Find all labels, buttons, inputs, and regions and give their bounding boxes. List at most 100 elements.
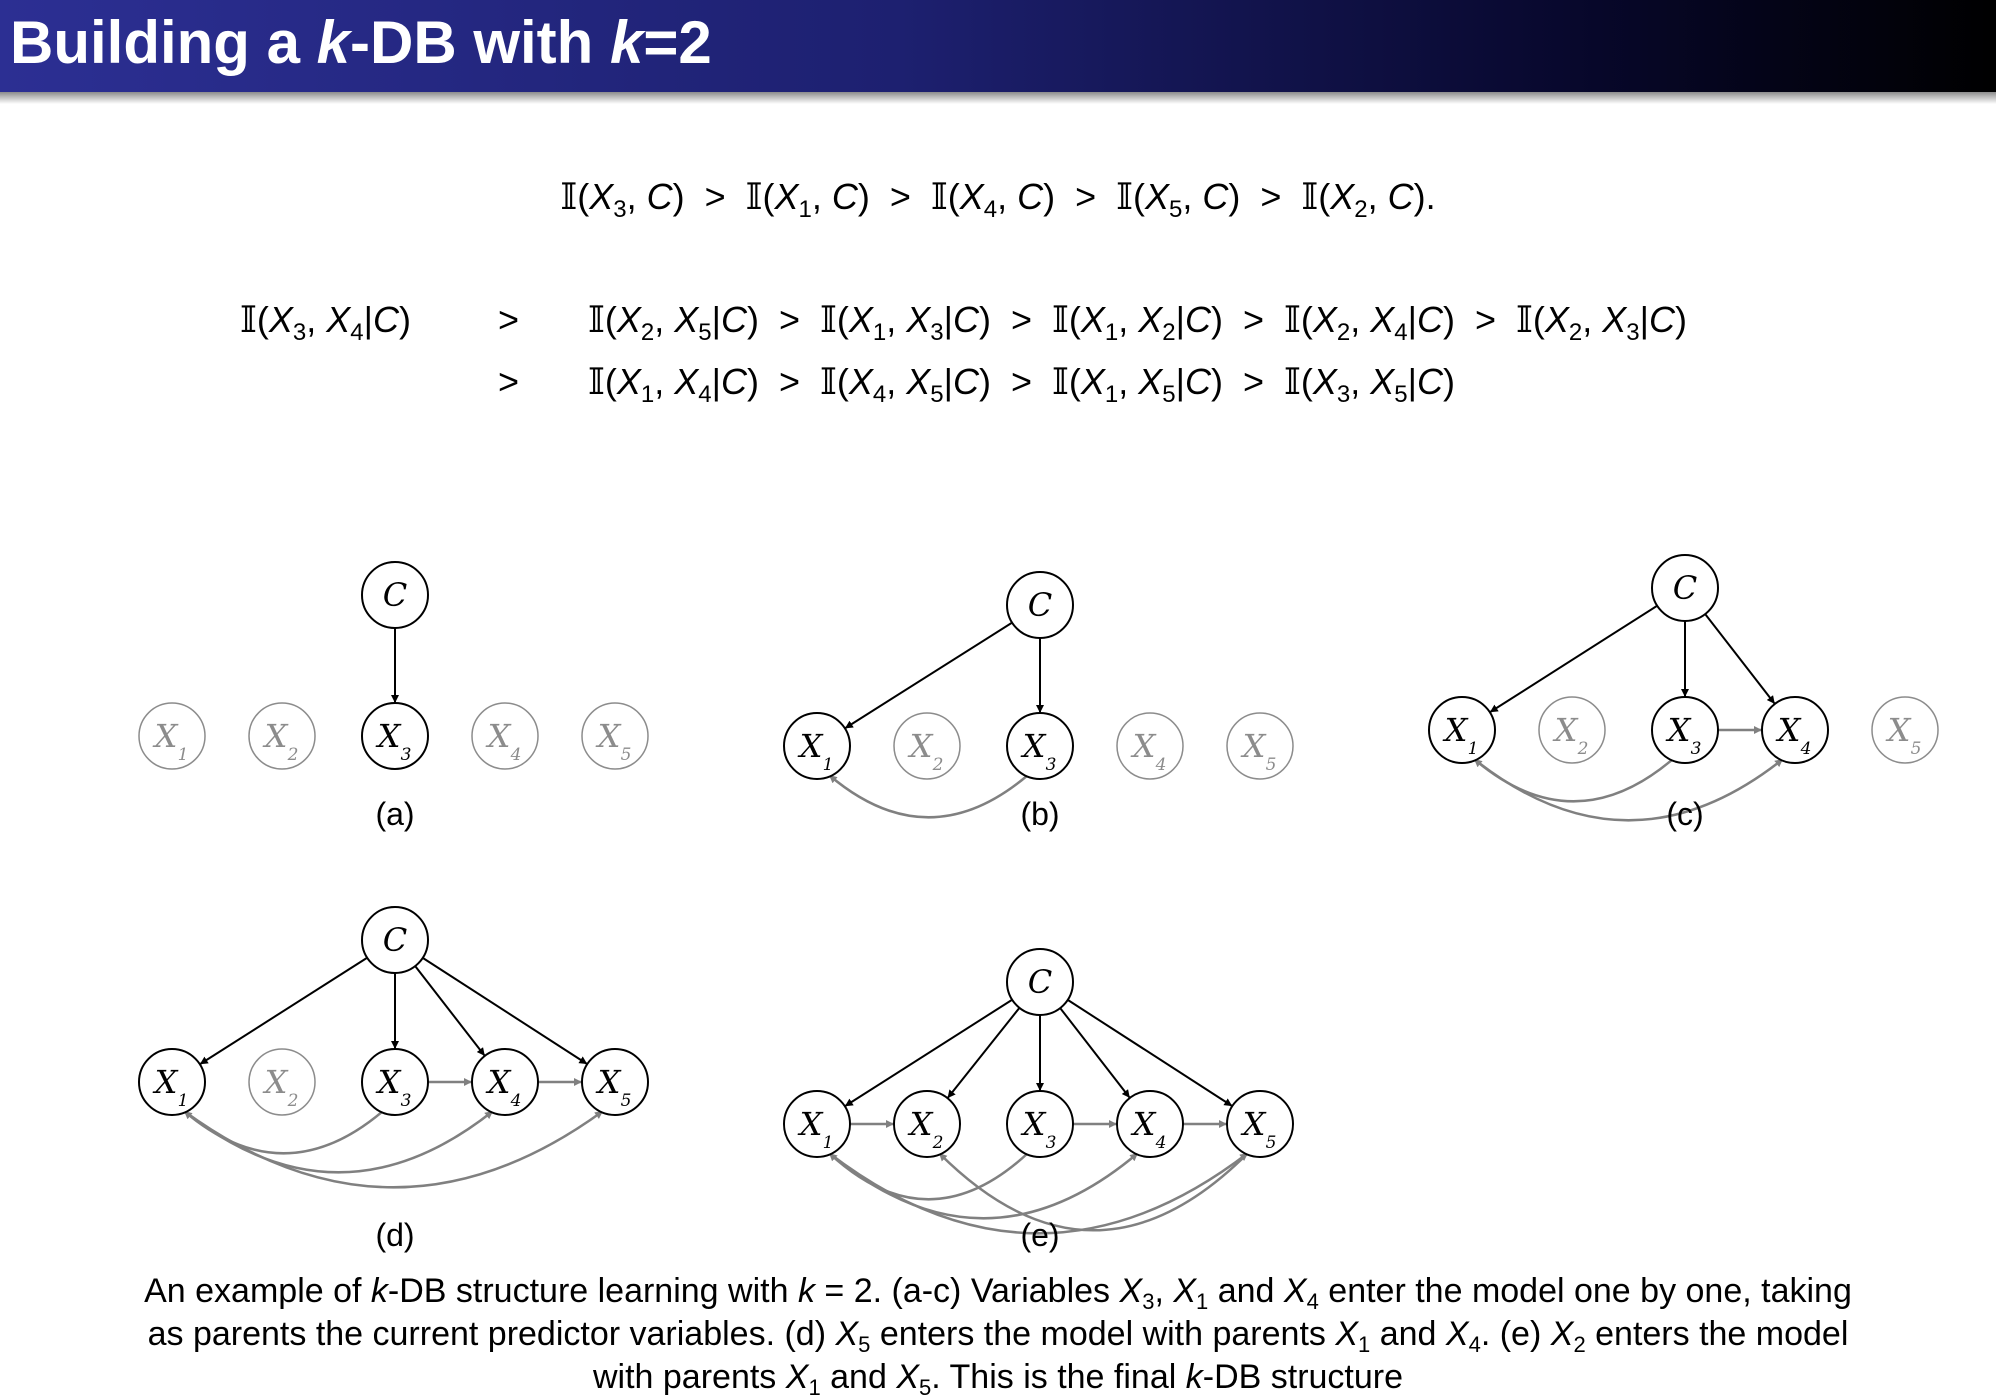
svg-text:X: X — [595, 1063, 622, 1101]
svg-text:4: 4 — [1800, 739, 1812, 759]
svg-text:X: X — [485, 717, 512, 755]
svg-text:C: C — [383, 921, 407, 959]
svg-text:4: 4 — [510, 745, 522, 765]
cmi-row2-rhs: 𝕀(X1, X4|C) > 𝕀(X4, X5|C) > 𝕀(X1, X5|C) … — [588, 361, 1455, 408]
svg-text:X: X — [1665, 711, 1692, 749]
panel-d: CX 1 X 2 X 3 X 4 X 5(d) — [138, 906, 649, 1253]
panel-label: (c) — [1666, 796, 1703, 832]
svg-text:X: X — [1240, 1105, 1267, 1143]
svg-text:4: 4 — [1155, 755, 1167, 775]
slide-title: Building a k-DB with k=2 — [10, 9, 712, 76]
svg-text:2: 2 — [932, 755, 944, 775]
svg-text:X: X — [595, 717, 622, 755]
svg-text:C: C — [1028, 963, 1052, 1001]
svg-text:X: X — [375, 717, 402, 755]
panel-c: CX 1 X 2 X 3 X 4 X 5(c) — [1428, 554, 1939, 832]
svg-text:X: X — [1020, 727, 1047, 765]
edge-x5-x2 — [938, 1152, 1249, 1232]
edge-c-x5 — [422, 957, 588, 1065]
panel-label: (a) — [375, 796, 414, 832]
svg-text:2: 2 — [932, 1133, 944, 1153]
svg-text:X: X — [907, 727, 934, 765]
svg-text:C: C — [1028, 586, 1052, 624]
svg-text:X: X — [262, 1063, 289, 1101]
cmi-row1-operator: > — [498, 299, 520, 340]
svg-text:5: 5 — [621, 745, 632, 765]
svg-text:2: 2 — [287, 1091, 299, 1111]
svg-text:5: 5 — [1266, 755, 1277, 775]
svg-text:X: X — [485, 1063, 512, 1101]
panel-label: (b) — [1020, 796, 1059, 832]
title-bar — [0, 0, 1996, 92]
mutual-information-ranking: 𝕀(X3, C) > 𝕀(X1, C) > 𝕀(X4, C) > 𝕀(X5, C… — [560, 176, 1436, 223]
svg-text:1: 1 — [1468, 739, 1479, 759]
panel-label: (e) — [1020, 1217, 1059, 1253]
svg-text:X: X — [797, 1105, 824, 1143]
caption-line-2: as parents the current predictor variabl… — [147, 1315, 1849, 1357]
svg-text:2: 2 — [1577, 739, 1589, 759]
svg-text:5: 5 — [621, 1091, 632, 1111]
panel-label: (d) — [375, 1217, 414, 1253]
edge-x3-x1 — [828, 774, 1029, 819]
edge-c-x2 — [946, 1007, 1021, 1099]
svg-text:X: X — [1885, 711, 1912, 749]
svg-text:2: 2 — [287, 745, 299, 765]
svg-text:3: 3 — [401, 745, 412, 765]
class-node-c: C — [1651, 554, 1719, 622]
edge-c-x4 — [1704, 613, 1776, 705]
edge-c-x1 — [1489, 604, 1658, 714]
svg-text:1: 1 — [823, 755, 834, 775]
svg-text:X: X — [152, 717, 179, 755]
caption-line-1: An example of k-DB structure learning wi… — [144, 1272, 1852, 1314]
cmi-row1-rhs: 𝕀(X2, X5|C) > 𝕀(X1, X3|C) > 𝕀(X1, X2|C) … — [588, 299, 1687, 346]
svg-text:3: 3 — [1691, 739, 1702, 759]
panel-e: CX 1 X 2 X 3 X 4 X 5(e) — [783, 948, 1294, 1253]
svg-text:C: C — [383, 576, 407, 614]
svg-text:3: 3 — [401, 1091, 412, 1111]
svg-text:4: 4 — [510, 1091, 522, 1111]
edge-c-x1 — [199, 956, 368, 1066]
svg-text:5: 5 — [1266, 1133, 1277, 1153]
edge-c-x1 — [844, 998, 1013, 1108]
class-node-c: C — [361, 906, 429, 974]
panel-a: CX 1 X 2 X 3 X 4 X 5(a) — [138, 561, 649, 832]
edge-c-x4 — [1059, 1007, 1131, 1099]
svg-text:X: X — [152, 1063, 179, 1101]
edge-c-x1 — [844, 621, 1013, 730]
svg-text:X: X — [1130, 727, 1157, 765]
edge-c-x4 — [414, 965, 486, 1057]
svg-text:1: 1 — [823, 1133, 834, 1153]
panel-b: CX 1 X 2 X 3 X 4 X 5(b) — [783, 571, 1294, 832]
svg-text:1: 1 — [178, 745, 189, 765]
svg-text:1: 1 — [178, 1091, 189, 1111]
cmi-row1-lhs: 𝕀(X3, X4|C) — [240, 299, 411, 346]
svg-text:X: X — [797, 727, 824, 765]
cmi-row2-operator: > — [498, 361, 520, 402]
figure-caption: An example of k-DB structure learning wi… — [80, 1270, 1916, 1399]
class-node-c: C — [1006, 571, 1074, 639]
svg-text:3: 3 — [1046, 1133, 1057, 1153]
svg-text:3: 3 — [1046, 755, 1057, 775]
